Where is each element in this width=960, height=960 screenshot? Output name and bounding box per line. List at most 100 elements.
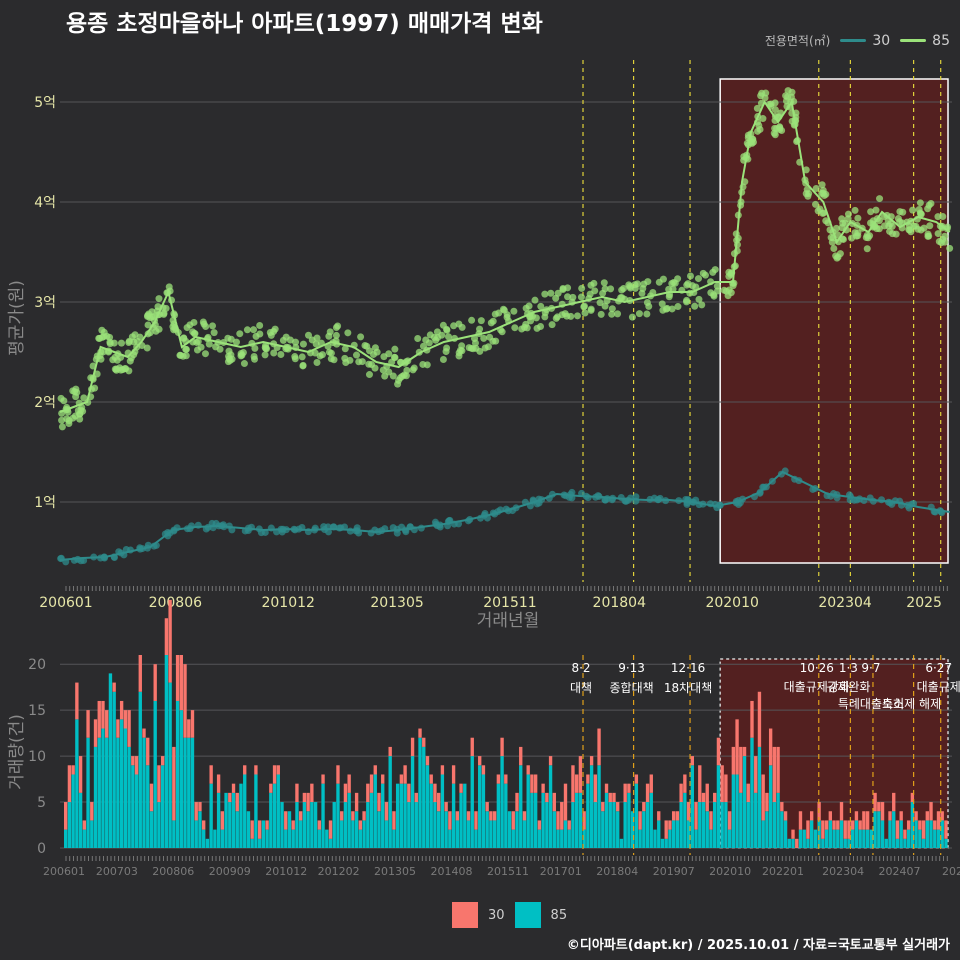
bar-85: [772, 802, 777, 848]
bar-85: [157, 802, 161, 848]
bar-30: [851, 820, 855, 830]
scatter-point-85: [125, 337, 133, 345]
bar-85: [149, 811, 154, 848]
bar-30: [433, 783, 437, 803]
bar-85: [657, 820, 661, 848]
bar-x-tick-label: 200806: [152, 865, 194, 878]
scatter-point-85: [811, 200, 819, 208]
bar-85: [399, 783, 404, 848]
scatter-point-85: [770, 129, 778, 137]
bar-30: [765, 792, 769, 812]
scatter-point-85: [713, 287, 721, 295]
bar-30: [67, 765, 72, 803]
bar-85: [567, 829, 571, 848]
bar-30: [589, 756, 594, 766]
bar-85: [291, 829, 295, 848]
bar-30: [373, 765, 377, 775]
scatter-point-85: [541, 313, 549, 321]
bar-30: [220, 811, 225, 830]
scatter-point-85: [341, 354, 349, 362]
scatter-point-85: [368, 361, 376, 369]
scatter-point-85: [888, 222, 896, 230]
x-tick-label: 201511: [483, 595, 536, 611]
scatter-point-85: [694, 275, 702, 283]
bar-30: [772, 746, 777, 803]
bar-30: [612, 792, 616, 803]
scatter-point-85: [325, 332, 333, 340]
bar-30: [798, 811, 803, 830]
scatter-point-85: [713, 282, 721, 290]
bar-30: [683, 774, 687, 793]
y-axis-title: 평균가(원): [7, 280, 27, 356]
bar-85: [298, 820, 303, 848]
bar-30: [175, 655, 180, 701]
scatter-point-85: [907, 228, 915, 236]
bar-30: [459, 783, 463, 793]
scatter-point-85: [327, 355, 335, 363]
scatter-point-85: [749, 135, 757, 143]
bar-85: [914, 820, 918, 848]
bar-30: [936, 811, 941, 830]
scatter-point-85: [518, 325, 526, 333]
scatter-point-85: [547, 289, 555, 297]
bar-30: [716, 737, 721, 766]
bar-30: [272, 765, 277, 784]
bar-85: [160, 765, 165, 848]
bar-85: [873, 811, 877, 848]
bar-85: [742, 756, 747, 848]
scatter-point-85: [292, 338, 300, 346]
scatter-point-85: [298, 353, 306, 361]
scatter-point-85: [553, 313, 561, 321]
bar-85: [243, 774, 247, 848]
scatter-point-85: [100, 333, 108, 341]
bar-85: [433, 802, 437, 848]
scatter-point-85: [614, 310, 622, 318]
bar-85: [395, 783, 400, 848]
bar-85: [645, 802, 650, 848]
bar-30: [343, 783, 348, 803]
bar-85: [608, 802, 612, 848]
bar-30: [317, 820, 321, 830]
scatter-point-85: [152, 327, 160, 335]
scatter-point-85: [784, 93, 792, 101]
scatter-point-85: [852, 232, 860, 240]
scatter-point-85: [649, 288, 657, 296]
scatter-point-85: [925, 232, 933, 240]
scatter-point-85: [341, 345, 349, 353]
scatter-point-85: [444, 333, 452, 341]
scatter-point-85: [299, 361, 307, 369]
bar-30: [354, 792, 359, 812]
highlight-box: [719, 78, 949, 564]
bar-85: [202, 829, 206, 848]
bar-30: [713, 792, 717, 803]
bar-x-tick-label: 201511: [487, 865, 529, 878]
bar-85: [489, 820, 493, 848]
scatter-point-85: [216, 345, 224, 353]
bar-85: [765, 811, 769, 848]
bar-85: [67, 802, 72, 848]
scatter-point-85: [76, 415, 84, 423]
bar-30: [668, 820, 672, 830]
bar-85: [746, 802, 750, 848]
scatter-point-85: [946, 244, 954, 252]
bar-85: [172, 820, 176, 848]
bar-30: [101, 700, 105, 729]
bar-85: [216, 792, 221, 848]
bar-85: [321, 783, 325, 848]
bar-85: [571, 802, 575, 848]
scatter-point-85: [357, 333, 365, 341]
scatter-point-85: [197, 343, 205, 351]
scatter-point-85: [607, 285, 615, 293]
bar-30: [780, 802, 784, 812]
scatter-point-85: [480, 334, 488, 342]
scatter-point-85: [686, 272, 694, 280]
scatter-point-85: [802, 166, 810, 174]
scatter-point-85: [511, 324, 519, 332]
bar-85: [836, 829, 840, 848]
bar-30: [492, 811, 497, 821]
bar-85: [257, 838, 262, 848]
bar-30: [336, 765, 340, 784]
scatter-point-85: [477, 317, 485, 325]
bar-85: [302, 802, 307, 848]
scatter-point-85: [117, 339, 125, 347]
